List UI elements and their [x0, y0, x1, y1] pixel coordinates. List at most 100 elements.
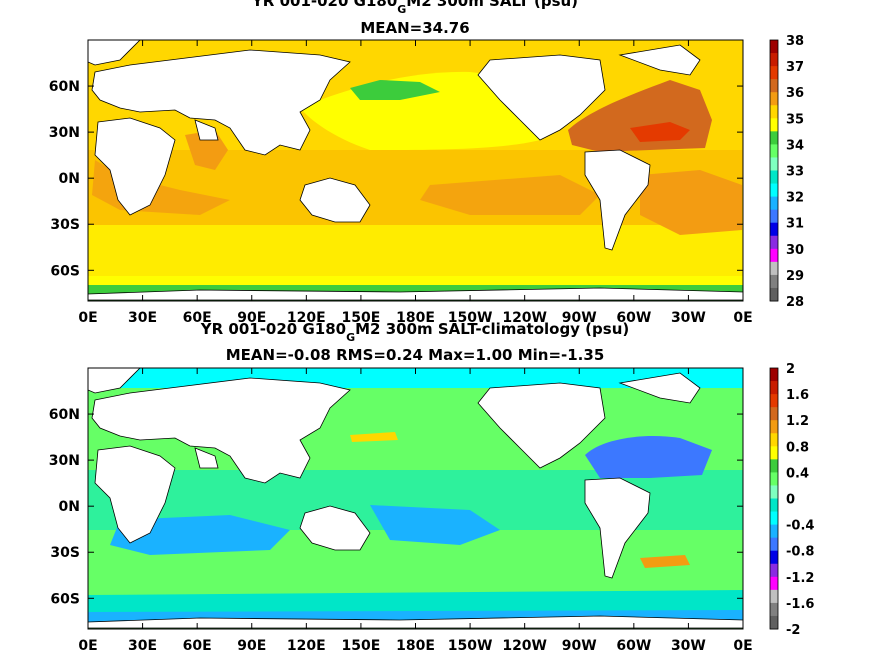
panel-salt-y-tick-label: 60N — [49, 79, 80, 95]
panel-salt-x-tick-label: 60E — [183, 310, 212, 326]
panel-salt-x-tick-label: 120W — [502, 310, 547, 326]
panel-diff-colorbar-label: -0.4 — [786, 519, 814, 534]
panel-diff-y-tick-label: 60S — [50, 591, 80, 607]
panel-salt-x-tick-label: 30W — [671, 310, 706, 326]
panel-diff-x-tick-label: 180E — [396, 638, 435, 654]
panel-salt-title: YR 001-020 G180GM2 300m SALT (psu) — [251, 0, 578, 16]
panel-diff-title-sub: G — [346, 331, 355, 344]
panel-salt-colorbar-swatch — [770, 183, 778, 198]
panel-salt-colorbar-swatch — [770, 170, 778, 185]
panel-salt-colorbar-label: 36 — [786, 86, 804, 101]
panel-salt-colorbar-label: 30 — [786, 243, 804, 258]
panel-diff-colorbar-swatch — [770, 576, 778, 591]
panel-diff-map — [88, 368, 743, 629]
panel-diff-natlantic-fresh — [585, 435, 712, 478]
panel-salt-spacific — [420, 175, 600, 215]
panel-salt-colorbar-swatch — [770, 105, 778, 119]
panel-salt-x-tick-label: 0E — [733, 310, 752, 326]
panel-salt-x-tick-label: 0E — [78, 310, 97, 326]
panel-salt-x-tick-label: 150E — [342, 310, 381, 326]
panel-diff-y-tick-label: 30S — [50, 545, 80, 561]
panel-salt-colorbar-swatch — [770, 79, 778, 93]
panel-diff-colorbar-label: 2 — [786, 362, 795, 377]
panel-salt-x-tick-label: 90W — [562, 310, 597, 326]
panel-diff-indian-fresh — [110, 515, 290, 555]
panel-diff-colorbar-swatch — [770, 550, 778, 565]
panel-diff-southern-fresh — [88, 590, 743, 615]
panel-salt-y-ticks: 60N 30N 0N 30S 60S — [49, 79, 743, 279]
panel-salt-colorbar-swatch — [770, 248, 778, 263]
panel-salt-y-tick-label: 30N — [49, 125, 80, 141]
panel-diff-x-tick-label: 0E — [733, 638, 752, 654]
panel-diff-x-tick-label: 30W — [671, 638, 706, 654]
panel-salt-x-tick-label: 30E — [128, 310, 157, 326]
panel-salt-bering-green — [350, 80, 440, 100]
panel-salt-colorbar-label: 34 — [786, 138, 804, 153]
panel-diff-x-tick-label: 150E — [342, 638, 381, 654]
panel-salt-map — [88, 40, 743, 301]
panel-diff-colorbar-frame — [769, 367, 779, 630]
panel-diff-x-tick-label: 120E — [287, 638, 326, 654]
panel-salt-title-prefix: YR 001-020 G180 — [251, 0, 397, 10]
panel-salt-colorbar-label: 31 — [786, 217, 804, 232]
panel-diff-gulfstream-pos — [640, 555, 690, 568]
panel-salt-land — [88, 40, 743, 301]
panel-diff-colorbar-swatch — [770, 563, 778, 578]
panel-diff-colorbar-label: -1.2 — [786, 571, 814, 586]
panel-diff-y-tick-label: 0N — [59, 499, 80, 515]
panel-diff-colorbar-swatch — [770, 602, 778, 617]
panel-diff-colorbar-swatch — [770, 394, 778, 408]
panel-salt-colorbar-swatch — [770, 131, 778, 145]
panel-diff-colorbar-label: -1.6 — [786, 597, 814, 612]
panel-salt-colorbar-swatch — [770, 144, 778, 158]
panel-diff: YR 001-020 G180GM2 300m SALT-climatology… — [49, 320, 815, 654]
panel-salt-colorbar-label: 35 — [786, 112, 804, 127]
panel-diff-colorbar-swatch — [770, 485, 778, 499]
panel-salt-satlantic — [640, 170, 742, 235]
panel-salt-x-tick-label: 120E — [287, 310, 326, 326]
panel-salt-colorbar-frame — [769, 39, 779, 302]
panel-diff-y-tick-label: 60N — [49, 407, 80, 423]
panel-salt-title-sub: G — [397, 3, 406, 16]
panel-diff-colorbar-swatch — [770, 420, 778, 434]
panel-salt-colorbar-label: 28 — [786, 295, 804, 310]
panel-salt-colorbar-swatch — [770, 118, 778, 132]
panel-diff-x-tick-label: 150W — [448, 638, 493, 654]
panel-salt-colorbar-swatch — [770, 157, 778, 171]
panel-diff-colorbar: 2 1.6 1.2 0.8 0.4 0 -0.4 -0.8 -1.2 -1.6 -2 — [769, 362, 814, 638]
panel-diff-title-prefix: YR 001-020 G180 — [200, 320, 346, 338]
panel-diff-title-suffix: M2 300m SALT-climatology (psu) — [355, 320, 629, 338]
panel-diff-x-tick-label: 120W — [502, 638, 547, 654]
panel-salt-colorbar-label: 29 — [786, 269, 804, 284]
panel-salt-colorbar-swatch — [770, 92, 778, 106]
panel-diff-colorbar-label: 1.2 — [786, 414, 809, 429]
panel-salt-natlantic-core — [630, 122, 690, 142]
panel-salt-x-tick-label: 180E — [396, 310, 435, 326]
panel-diff-x-tick-label: 90W — [562, 638, 597, 654]
panel-diff-colorbar-swatch — [770, 368, 778, 382]
panel-diff-colorbar-swatch — [770, 498, 778, 513]
panel-diff-colorbar-swatch — [770, 524, 778, 539]
panel-diff-colorbar-label: 0.8 — [786, 440, 809, 455]
panel-diff-stats: MEAN=-0.08 RMS=0.24 Max=1.00 Min=-1.35 — [226, 346, 605, 364]
panel-diff-colorbar-label: -0.8 — [786, 545, 814, 560]
panel-salt-band-antarctic — [88, 276, 743, 286]
panel-diff-colorbar-swatch — [770, 511, 778, 526]
panel-diff-x-tick-label: 90E — [237, 638, 266, 654]
panel-salt-colorbar-swatch — [770, 53, 778, 67]
panel-salt-colorbar-swatch — [770, 196, 778, 211]
panel-diff-y-tick-label: 30N — [49, 453, 80, 469]
panel-salt-colorbar-swatch — [770, 222, 778, 237]
panel-salt-x-tick-label: 60W — [616, 310, 651, 326]
panel-diff-colorbar-swatch — [770, 589, 778, 604]
panel-salt-colorbar-swatch — [770, 287, 778, 302]
panel-diff-x-ticks: 0E 30E 60E 90E 120E 150E 180E 150W 120W 90W 60W 30W… — [78, 368, 753, 654]
panel-salt-y-tick-label: 30S — [50, 217, 80, 233]
panel-salt-band-south — [88, 225, 743, 280]
panel-diff-title: YR 001-020 G180GM2 300m SALT-climatology… — [200, 320, 630, 344]
panel-diff-x-tick-label: 30E — [128, 638, 157, 654]
panel-salt-colorbar-swatch — [770, 209, 778, 224]
panel-diff-colorbar-label: 0.4 — [786, 466, 809, 481]
panel-salt-colorbar-swatch — [770, 66, 778, 80]
